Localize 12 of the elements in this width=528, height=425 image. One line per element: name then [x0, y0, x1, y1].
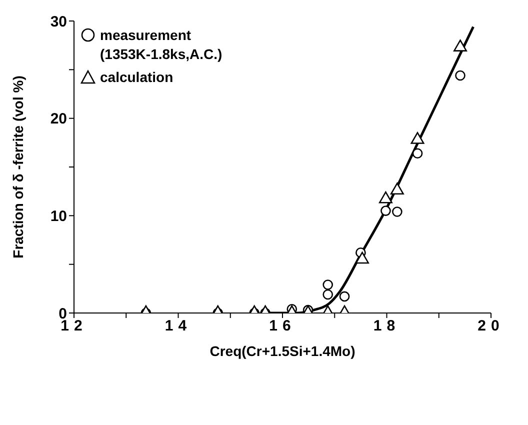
x-tick-label: 20: [478, 318, 504, 335]
x-tick-label: 18: [373, 318, 400, 335]
x-axis-title: Creq(Cr+1.5Si+1.4Mo): [210, 343, 356, 359]
x-tick-label: 14: [164, 318, 192, 335]
y-axis-title: Fraction of δ -ferrite (vol %): [10, 76, 26, 258]
y-tick-label: 30: [50, 13, 67, 30]
x-tick-label: 12: [60, 318, 88, 335]
x-tick-label: 16: [269, 318, 296, 335]
legend-label: measurement (1353K-1.8ks,A.C.): [100, 26, 224, 64]
y-tick-label: 10: [50, 208, 67, 225]
legend-label: calculation: [100, 68, 174, 87]
y-tick-label: 20: [50, 110, 67, 128]
